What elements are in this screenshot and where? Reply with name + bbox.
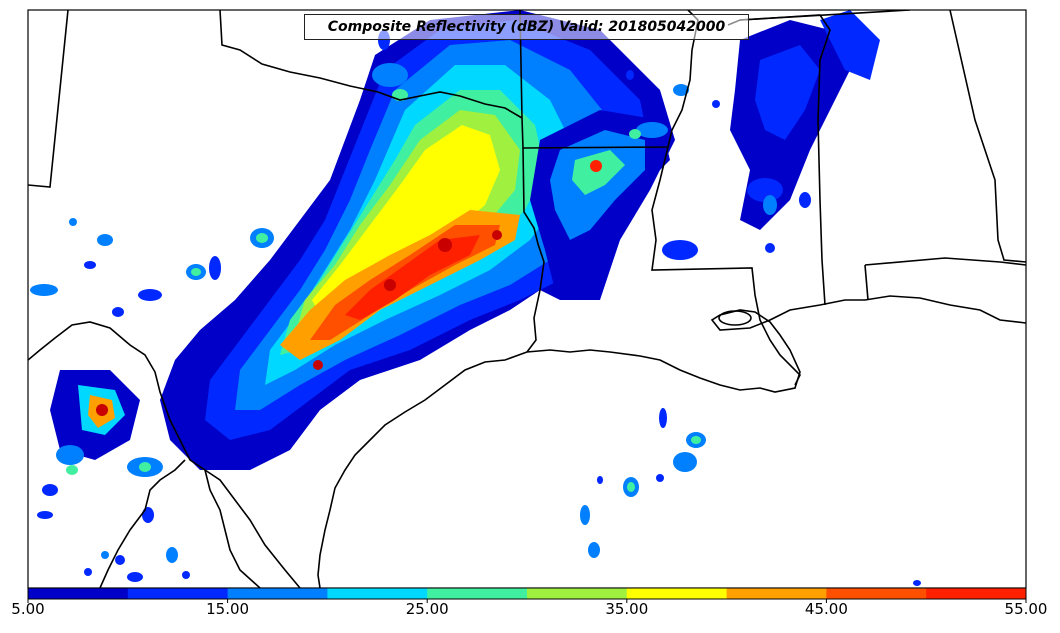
colorbar-segment bbox=[527, 588, 628, 599]
colorbar-tick-label: 5.00 bbox=[11, 600, 45, 618]
gulf-coastline bbox=[526, 295, 1026, 393]
colorbar-tick-label: 35.00 bbox=[605, 600, 649, 618]
texas-coastline bbox=[317, 351, 528, 588]
colorbar-segment bbox=[227, 588, 328, 599]
title-text: Composite Reflectivity (dBZ) Valid: 2018… bbox=[327, 19, 726, 35]
colorbar-segment bbox=[726, 588, 827, 599]
colorbar-segment bbox=[427, 588, 528, 599]
state-border-al-tn bbox=[739, 10, 911, 21]
colorbar-border bbox=[27, 587, 1027, 600]
lake-pontchartrain bbox=[718, 310, 752, 326]
colorbar-segment bbox=[826, 588, 927, 599]
colorbar-tick-label: 25.00 bbox=[405, 600, 449, 618]
echo-core-darkred bbox=[438, 238, 452, 252]
reflectivity-field bbox=[30, 10, 921, 586]
colorbar-segment bbox=[28, 588, 129, 599]
colorbar-tick-label: 15.00 bbox=[206, 600, 250, 618]
rio-grande bbox=[28, 321, 301, 588]
state-border-la-ms bbox=[651, 146, 801, 386]
colorbar-segment bbox=[127, 588, 229, 599]
state-border-fl-west bbox=[864, 264, 869, 301]
state-border-nm bbox=[28, 10, 69, 188]
state-border-al-fl bbox=[864, 257, 1026, 266]
echo-ne-cluster-cell bbox=[590, 160, 602, 172]
state-border-ok-tx bbox=[219, 10, 523, 119]
echo-mexico-west-cell bbox=[96, 404, 108, 416]
colorbar-segment bbox=[926, 588, 1027, 599]
echo-core-darkred bbox=[384, 279, 396, 291]
mexico-state-border bbox=[99, 459, 186, 588]
colorbar bbox=[27, 587, 1027, 603]
colorbar-segment bbox=[626, 588, 728, 599]
echo-alabama-north bbox=[820, 10, 880, 80]
echo-band-yellow bbox=[312, 125, 500, 315]
echo-core-darkred bbox=[313, 360, 323, 370]
state-border-al-ga bbox=[949, 10, 1026, 263]
state-border-tx-la bbox=[522, 147, 545, 353]
echo-core-darkred bbox=[492, 230, 502, 240]
colorbar-tick-label: 45.00 bbox=[804, 600, 848, 618]
map-title: Composite Reflectivity (dBZ) Valid: 2018… bbox=[304, 14, 749, 40]
mexico-state-border-2 bbox=[204, 469, 261, 588]
echo-alabama-inner bbox=[755, 45, 820, 140]
echo-core-red bbox=[345, 235, 480, 320]
colorbar-segment bbox=[327, 588, 428, 599]
colorbar-tick-label: 55.00 bbox=[1004, 600, 1048, 618]
map-boundaries bbox=[28, 10, 1026, 588]
echo-ne-cluster-core bbox=[572, 150, 625, 195]
scattered-cells bbox=[30, 30, 921, 586]
